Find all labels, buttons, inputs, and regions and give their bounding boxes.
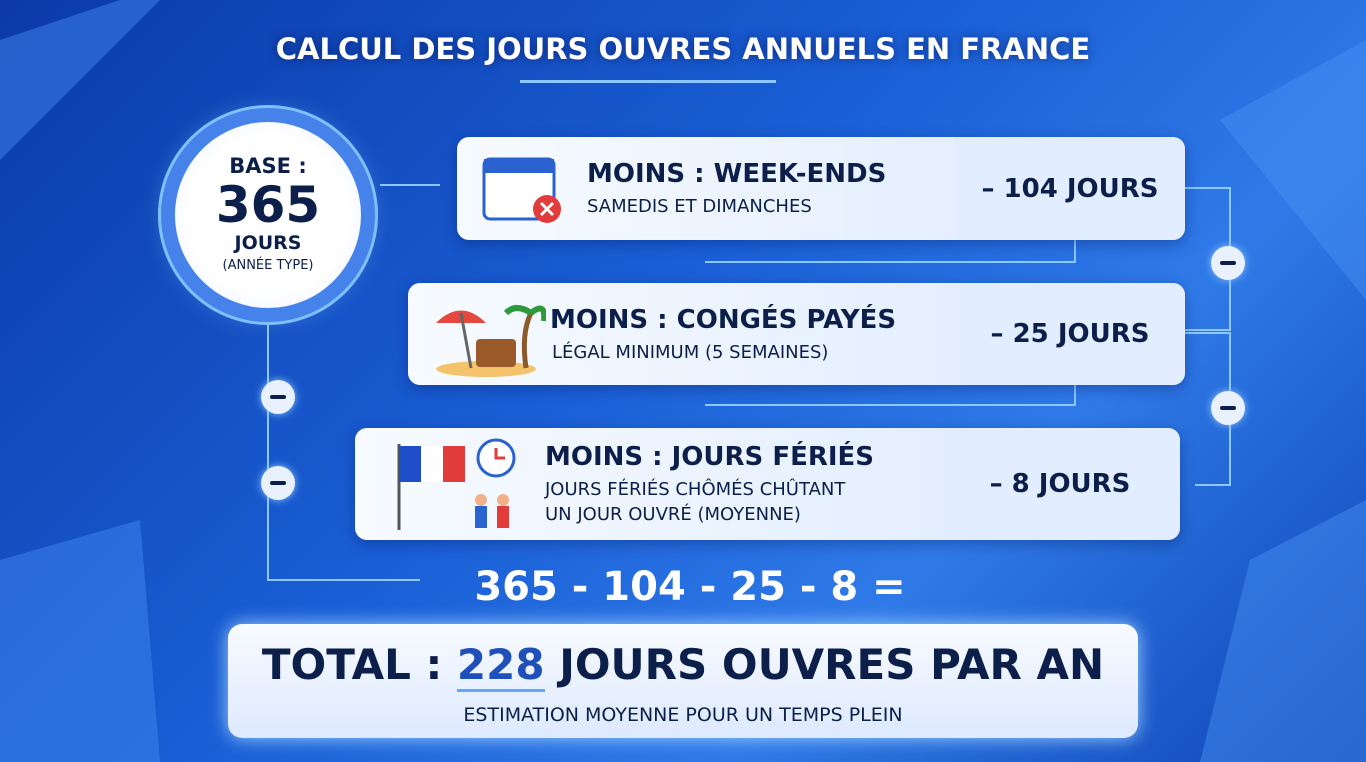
step-line: JOURS FÉRIÉS CHÔMÉS CHÛTANT bbox=[545, 479, 846, 500]
step-card: MOINS : WEEK-ENDS SAMEDIS ET DIMANCHES –… bbox=[457, 137, 1185, 240]
step-line: LÉGAL MINIMUM (5 SEMAINES) bbox=[552, 342, 829, 363]
total-note: ESTIMATION MOYENNE POUR UN TEMPS PLEIN bbox=[463, 704, 903, 726]
base-note: (ANNÉE TYPE) bbox=[222, 258, 314, 273]
calendar-icon bbox=[482, 157, 561, 223]
minus-icon bbox=[1211, 391, 1245, 425]
step-title: MOINS : JOURS FÉRIÉS bbox=[545, 442, 875, 472]
step-value: – 104 JOURS bbox=[955, 137, 1185, 240]
step-line: SAMEDIS ET DIMANCHES bbox=[587, 196, 812, 217]
title: CALCUL DES JOURS OUVRES ANNUELS EN FRANC… bbox=[275, 32, 1091, 66]
holiday-icon bbox=[397, 438, 516, 530]
total-number: 228 bbox=[456, 640, 545, 692]
step-value: – 25 JOURS bbox=[955, 283, 1185, 385]
step-line: UN JOUR OUVRÉ (MOYENNE) bbox=[545, 504, 801, 525]
base-circle: BASE : 365 JOURS (ANNÉE TYPE) bbox=[175, 122, 361, 308]
base-unit: JOURS bbox=[234, 232, 302, 254]
total-prefix: TOTAL : bbox=[261, 640, 443, 689]
base-number: 365 bbox=[215, 176, 321, 234]
base-label: BASE : bbox=[229, 154, 307, 178]
minus-icon bbox=[261, 380, 295, 414]
step-title: MOINS : CONGÉS PAYÉS bbox=[550, 305, 897, 335]
total-line: TOTAL : 228 JOURS OUVRES PAR AN bbox=[228, 640, 1138, 692]
minus-icon bbox=[1211, 246, 1245, 280]
minus-icon bbox=[261, 466, 295, 500]
beach-icon bbox=[436, 305, 546, 377]
step-card: MOINS : CONGÉS PAYÉS LÉGAL MINIMUM (5 SE… bbox=[408, 283, 1185, 385]
step-card: MOINS : JOURS FÉRIÉS JOURS FÉRIÉS CHÔMÉS… bbox=[355, 428, 1180, 540]
equation: 365 - 104 - 25 - 8 = bbox=[474, 564, 906, 610]
step-title: MOINS : WEEK-ENDS bbox=[587, 159, 887, 189]
step-value: – 8 JOURS bbox=[940, 428, 1180, 540]
total-suffix: JOURS OUVRES PAR AN bbox=[559, 640, 1105, 689]
title-underline bbox=[520, 80, 776, 83]
total-box: TOTAL : 228 JOURS OUVRES PAR AN ESTIMATI… bbox=[228, 624, 1138, 738]
